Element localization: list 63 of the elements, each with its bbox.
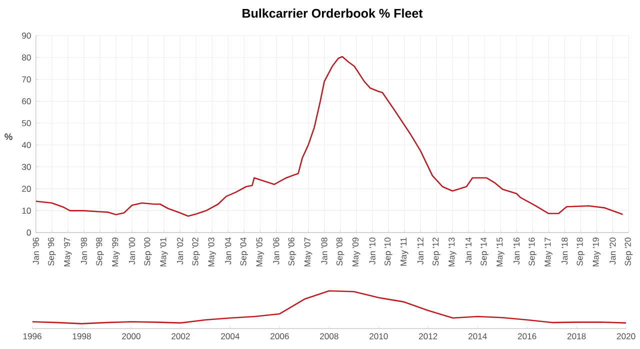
y-tick-label: 80 <box>22 54 31 60</box>
x-tick-label: 1998 <box>72 333 91 340</box>
x-tick-label: Sep '96 <box>48 237 56 266</box>
y-tick-label: 50 <box>22 120 31 126</box>
x-tick-label: Jan '10 <box>369 237 376 264</box>
x-tick-label: Jan '02 <box>177 238 184 264</box>
y-tick-label: 0 <box>26 229 31 236</box>
x-tick-label: 2004 <box>221 333 240 340</box>
x-tick-label: Sep '06 <box>288 237 296 266</box>
x-tick-label: May '17 <box>544 238 552 266</box>
x-tick-label: May '07 <box>304 238 312 266</box>
x-tick-label: Jan '98 <box>80 237 87 264</box>
x-tick-label: 2002 <box>172 333 190 340</box>
x-tick-label: Sep '00 <box>144 237 152 266</box>
x-tick-label: May '99 <box>112 237 120 266</box>
x-tick-label: 2006 <box>270 333 289 340</box>
x-tick-label: 2008 <box>320 333 338 340</box>
x-tick-label: Jan '04 <box>225 237 232 264</box>
x-tick-label: Jan '16 <box>514 237 520 264</box>
x-tick-label: 2010 <box>370 333 388 340</box>
x-tick-label: 2016 <box>518 333 536 340</box>
x-tick-label: May '13 <box>448 237 456 266</box>
x-tick-label: Sep '20 <box>624 237 633 266</box>
x-tick-label: May '11 <box>400 237 408 266</box>
y-tick-label: 90 <box>22 32 31 38</box>
x-tick-label: Sep '04 <box>240 237 248 266</box>
x-tick-label: May '15 <box>496 237 504 266</box>
x-tick-label: Sep '02 <box>192 238 200 266</box>
x-tick-label: Jan '14 <box>465 237 472 264</box>
x-tick-label: 2020 <box>616 333 636 340</box>
chart-title: Bulkcarrier Orderbook % Fleet <box>242 8 423 18</box>
x-tick-label: Jan '12 <box>417 238 424 264</box>
x-tick-label: Jan '06 <box>273 237 280 264</box>
y-tick-label: 40 <box>22 142 31 148</box>
x-tick-label: 2000 <box>122 333 140 340</box>
y-tick-label: 70 <box>22 76 31 82</box>
x-tick-label: 2012 <box>419 333 438 340</box>
x-tick-label: May '97 <box>64 238 72 266</box>
y-tick-label: 30 <box>22 164 31 170</box>
x-tick-label: Sep '08 <box>336 237 344 266</box>
x-tick-label: May '03 <box>208 237 216 266</box>
x-tick-label: Jan '00 <box>128 237 136 264</box>
x-tick-label: Sep '98 <box>96 237 104 266</box>
x-tick-label: 1996 <box>23 333 42 340</box>
x-tick-label: Jan '20 <box>610 237 616 264</box>
x-tick-label: Sep '12 <box>432 238 440 266</box>
x-tick-label: Jan '96 <box>32 237 39 264</box>
y-axis-title: % <box>4 133 12 140</box>
y-tick-label: 20 <box>22 186 31 192</box>
x-tick-label: May '01 <box>160 237 168 266</box>
y-tick-label: 60 <box>22 98 31 104</box>
x-tick-label: Sep '14 <box>480 237 488 266</box>
y-tick-label: 10 <box>22 207 31 214</box>
x-tick-label: May '19 <box>592 237 601 266</box>
x-tick-label: May '09 <box>352 237 360 266</box>
x-tick-label: Jan '18 <box>562 237 568 264</box>
x-tick-label: May '05 <box>256 237 264 266</box>
x-tick-label: Sep '16 <box>528 237 536 266</box>
x-tick-label: Jan '08 <box>321 237 328 264</box>
x-tick-label: 2018 <box>567 333 586 340</box>
x-tick-label: Sep '10 <box>384 237 392 266</box>
x-tick-label: Sep '18 <box>576 237 585 266</box>
x-tick-label: 2014 <box>468 333 487 340</box>
